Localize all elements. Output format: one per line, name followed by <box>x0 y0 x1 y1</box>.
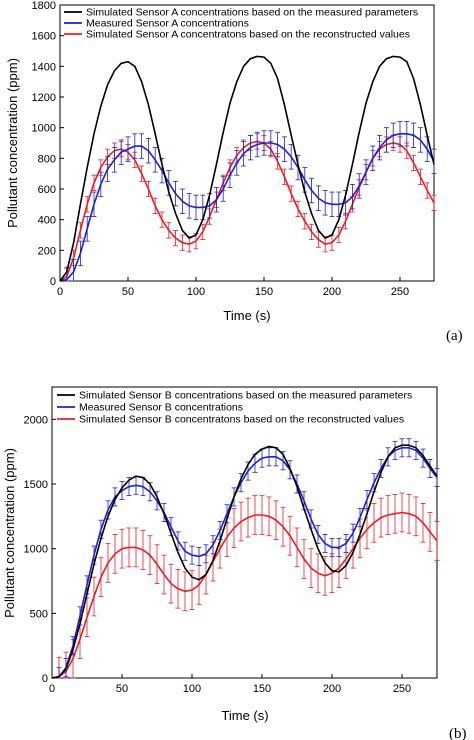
x-tick-label: 100 <box>187 286 205 298</box>
data-marks <box>59 55 437 282</box>
legend-label: Measured Sensor A concentrations <box>86 18 249 30</box>
legend-label: Simulated Sensor B concentratons based o… <box>79 414 404 426</box>
series-line <box>59 140 435 282</box>
y-tick-label: 1800 <box>32 0 56 12</box>
plot-frame <box>59 4 435 282</box>
series-0 <box>51 444 438 679</box>
x-tick-label: 250 <box>393 683 411 695</box>
series-2 <box>59 133 437 282</box>
plot-frame <box>51 386 438 679</box>
y-tick-label: 500 <box>30 608 48 620</box>
x-axis-label: Time (s) <box>223 308 270 323</box>
series-line <box>51 511 438 679</box>
y-tick-label: 1600 <box>32 31 56 43</box>
series-0 <box>59 55 435 282</box>
y-axis-label: Pollutant concentration (ppm) <box>2 448 17 618</box>
x-axis-label: Time (s) <box>221 708 268 723</box>
chart-panel-b: 0 50 100 150 200 250 0 500 1000 1500 2000 Simulat… <box>2 386 467 740</box>
x-tick-label: 100 <box>183 683 201 695</box>
y-tick-label: 1500 <box>24 479 48 491</box>
x-tick-label: 150 <box>253 683 271 695</box>
y-tick-label: 600 <box>38 184 56 196</box>
x-axis-ticks: 0 50 100 150 200 250 <box>57 277 409 298</box>
x-tick-label: 0 <box>57 286 63 298</box>
y-tick-label: 1000 <box>32 123 56 135</box>
y-tick-label: 1000 <box>24 544 48 556</box>
x-tick-label: 200 <box>323 286 341 298</box>
y-axis-label: Pollutant concentration (ppm) <box>5 58 20 228</box>
series-1 <box>51 438 440 679</box>
series-line <box>59 55 435 282</box>
x-tick-label: 200 <box>323 683 341 695</box>
legend: Simulated Sensor B concentrations based … <box>57 390 412 426</box>
series-line <box>59 133 435 282</box>
y-tick-label: 0 <box>50 276 56 288</box>
series-2 <box>51 492 440 679</box>
y-tick-label: 2000 <box>24 414 48 426</box>
series-1 <box>59 121 437 282</box>
y-axis-ticks: 0 500 1000 1500 2000 <box>24 414 56 685</box>
data-marks <box>51 438 440 679</box>
series-line <box>51 444 438 679</box>
y-tick-label: 200 <box>38 245 56 257</box>
legend: Simulated Sensor A concentrations based … <box>64 7 418 41</box>
legend-label: Measured Sensor B concentrations <box>79 402 243 414</box>
panel-label: (b) <box>449 726 467 740</box>
x-tick-label: 0 <box>49 683 55 695</box>
x-tick-label: 50 <box>122 286 134 298</box>
panel-label: (a) <box>446 328 463 344</box>
y-tick-label: 800 <box>38 153 56 165</box>
y-axis-ticks: 0 200 400 600 800 1000 1200 1400 1600 1800 <box>32 0 64 288</box>
x-axis-ticks: 0 50 100 150 200 250 <box>49 674 411 695</box>
legend-label: Simulated Sensor B concentrations based … <box>79 390 412 402</box>
legend-label: Simulated Sensor A concentratons based o… <box>86 29 410 41</box>
x-tick-label: 250 <box>391 286 409 298</box>
legend-label: Simulated Sensor A concentrations based … <box>86 7 418 19</box>
x-tick-label: 150 <box>255 286 273 298</box>
chart-panel-a: 0 50 100 150 200 250 0 200 400 600 800 1000 1200 140… <box>5 0 463 344</box>
y-tick-label: 0 <box>42 673 48 685</box>
y-tick-label: 400 <box>38 215 56 227</box>
y-tick-label: 1200 <box>32 92 56 104</box>
y-tick-label: 1400 <box>32 61 56 73</box>
series-line <box>51 447 438 679</box>
x-tick-label: 50 <box>116 683 128 695</box>
